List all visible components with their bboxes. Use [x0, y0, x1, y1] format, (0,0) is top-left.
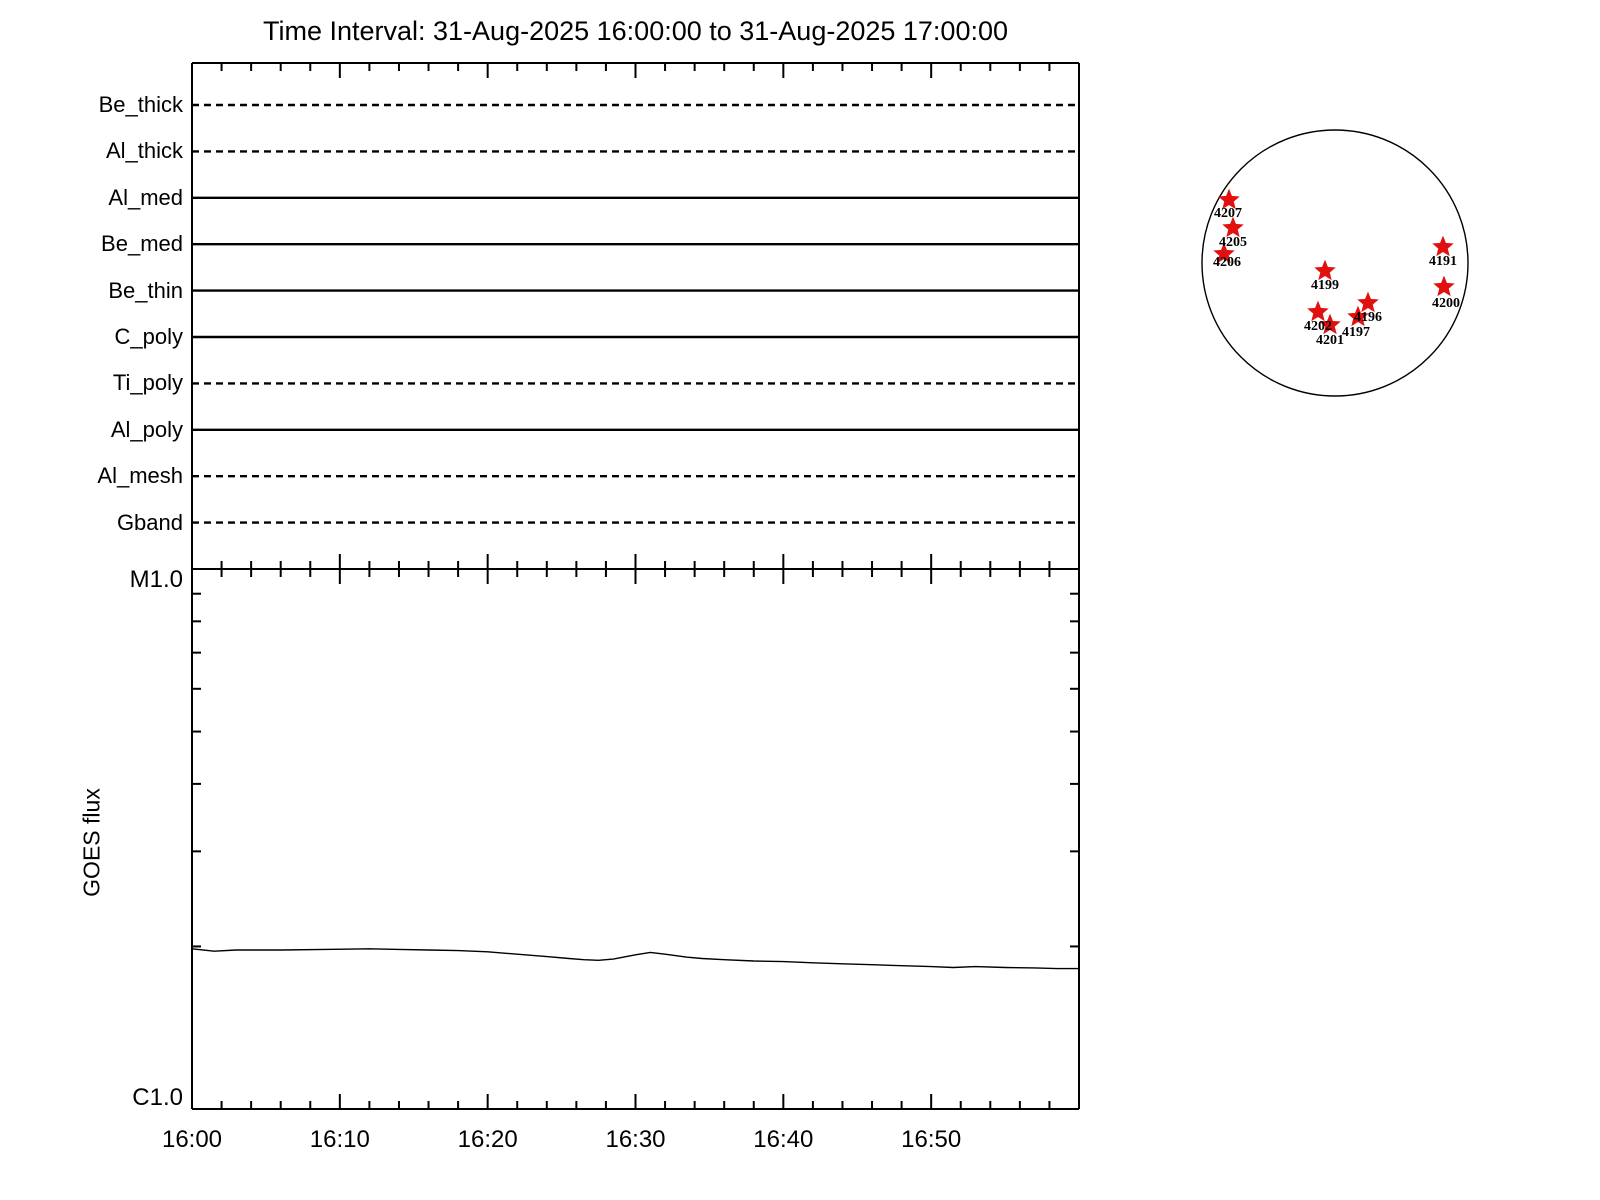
active-region-label-4206: 4206 [1213, 255, 1241, 270]
filter-label-Al_thick: Al_thick [105, 138, 183, 164]
goes-flux-axis-label: GOES flux [78, 788, 105, 897]
active-region-star-4201 [1319, 313, 1341, 335]
goes-ymin-label: C1.0 [132, 1084, 183, 1111]
active-region-star-4197 [1347, 305, 1369, 327]
filter-label-Be_med: Be_med [101, 231, 183, 257]
active-region-label-4202: 4202 [1304, 319, 1332, 334]
time-tick-label-1620: 16:20 [457, 1126, 518, 1153]
active-region-star-4199 [1314, 259, 1336, 281]
active-region-star-4207 [1218, 188, 1240, 210]
active-region-star-4200 [1433, 275, 1455, 297]
time-tick-label-1610: 16:10 [309, 1126, 370, 1153]
filter-label-Al_mesh: Al_mesh [97, 463, 183, 489]
active-region-label-4205: 4205 [1219, 235, 1247, 250]
solar-disk-circle [1201, 129, 1469, 397]
active-region-label-4196: 4196 [1354, 310, 1382, 325]
filter-label-Gband: Gband [116, 509, 183, 535]
active-region-label-4200: 4200 [1432, 296, 1460, 311]
filter-label-Al_poly: Al_poly [110, 416, 183, 442]
active-region-star-4205 [1222, 216, 1244, 238]
time-tick-label-1600: 16:00 [161, 1126, 223, 1153]
goes-ymax-label: M1.0 [129, 566, 183, 593]
filter-label-Al_med: Al_med [108, 184, 183, 210]
active-region-label-4201: 4201 [1316, 333, 1344, 348]
goes-flux-curve [191, 948, 1079, 970]
active-region-label-4199: 4199 [1311, 278, 1339, 293]
filter-label-Ti_poly: Ti_poly [112, 370, 183, 396]
time-tick-label-1650: 16:50 [901, 1126, 962, 1153]
filter-label-C_poly: C_poly [114, 324, 183, 349]
active-region-label-4197: 4197 [1342, 325, 1370, 340]
active-region-label-4191: 4191 [1429, 254, 1457, 269]
active-region-label-4207: 4207 [1214, 206, 1242, 221]
page-title: Time Interval: 31-Aug-2025 16:00:00 to 3… [262, 16, 1008, 46]
active-region-star-4196 [1357, 291, 1379, 313]
time-tick-label-1640: 16:40 [753, 1126, 814, 1153]
active-region-star-4202 [1307, 300, 1329, 322]
time-tick-label-1630: 16:30 [605, 1126, 666, 1153]
filter-label-Be_thin: Be_thin [108, 277, 183, 303]
filter-label-Be_thick: Be_thick [98, 92, 183, 117]
active-region-star-4206 [1213, 242, 1235, 264]
active-region-star-4191 [1432, 235, 1454, 257]
